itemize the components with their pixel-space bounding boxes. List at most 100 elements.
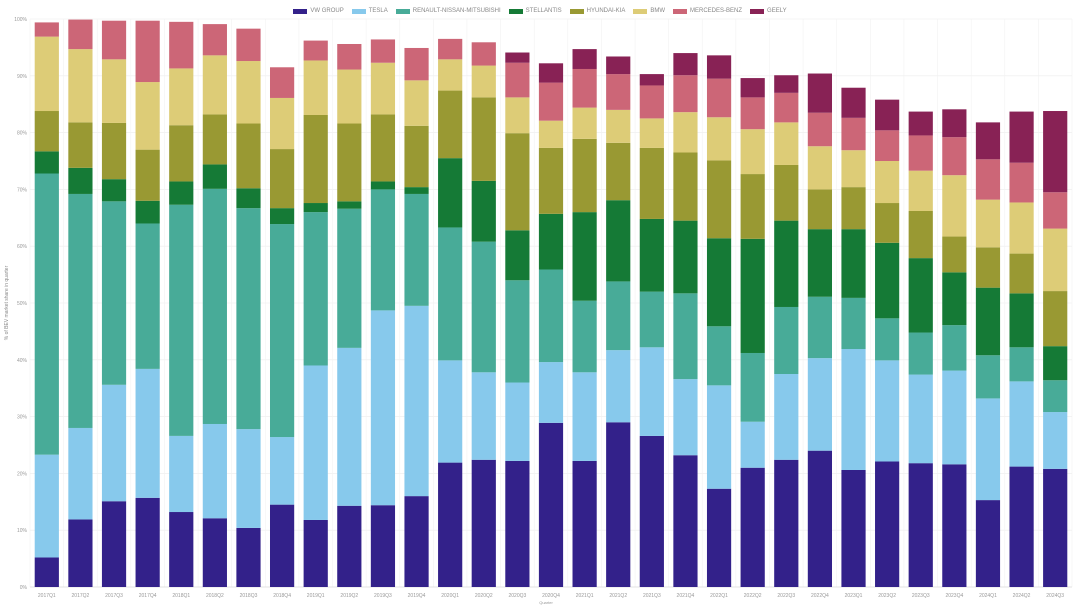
bar-segment[interactable] (841, 187, 866, 230)
bar-segment[interactable] (202, 114, 227, 165)
bar-segment[interactable] (673, 379, 698, 456)
bar-segment[interactable] (404, 80, 429, 126)
bar-segment[interactable] (572, 212, 597, 301)
bar-segment[interactable] (471, 97, 496, 181)
bar-segment[interactable] (202, 55, 227, 115)
bar-segment[interactable] (1009, 253, 1034, 294)
bar-segment[interactable] (572, 68, 597, 108)
bar-segment[interactable] (975, 122, 1001, 160)
bar-segment[interactable] (438, 158, 463, 228)
bar-segment[interactable] (740, 238, 765, 353)
bar-segment[interactable] (606, 56, 631, 75)
bar-segment[interactable] (1043, 468, 1068, 587)
bar-segment[interactable] (169, 512, 194, 587)
bar-segment[interactable] (101, 59, 127, 123)
bar-segment[interactable] (875, 318, 900, 361)
bar-segment[interactable] (135, 82, 160, 150)
bar-segment[interactable] (975, 398, 1001, 501)
bar-segment[interactable] (404, 47, 429, 81)
legend-item[interactable]: BMW (633, 8, 665, 14)
bar-segment[interactable] (706, 55, 732, 79)
bar-segment[interactable] (606, 350, 631, 423)
bar-segment[interactable] (471, 180, 496, 242)
bar-segment[interactable] (236, 429, 261, 528)
bar-segment[interactable] (942, 109, 967, 138)
bar-segment[interactable] (34, 173, 59, 455)
bar-segment[interactable] (68, 49, 93, 123)
bar-segment[interactable] (269, 67, 295, 98)
bar-segment[interactable] (438, 59, 463, 91)
bar-segment[interactable] (1043, 192, 1068, 229)
bar-segment[interactable] (807, 358, 833, 451)
bar-segment[interactable] (706, 488, 732, 587)
bar-segment[interactable] (774, 92, 799, 123)
bar-segment[interactable] (1009, 381, 1034, 467)
bar-segment[interactable] (34, 151, 59, 174)
bar-segment[interactable] (807, 146, 833, 190)
bar-segment[interactable] (505, 230, 530, 281)
bar-segment[interactable] (505, 280, 530, 383)
bar-segment[interactable] (740, 97, 765, 130)
bar-segment[interactable] (807, 189, 833, 230)
bar-segment[interactable] (875, 461, 900, 587)
bar-segment[interactable] (673, 293, 698, 380)
bar-segment[interactable] (942, 370, 967, 465)
bar-segment[interactable] (639, 85, 664, 119)
bar-segment[interactable] (942, 175, 967, 237)
bar-segment[interactable] (438, 90, 463, 159)
bar-segment[interactable] (471, 241, 496, 373)
bar-segment[interactable] (908, 463, 933, 587)
bar-segment[interactable] (538, 213, 564, 270)
bar-segment[interactable] (236, 123, 261, 189)
bar-segment[interactable] (101, 201, 127, 385)
bar-segment[interactable] (68, 167, 93, 194)
bar-segment[interactable] (807, 73, 833, 113)
legend-item[interactable]: RENAULT-NISSAN-MITSUBISHI (395, 8, 501, 14)
bar-segment[interactable] (975, 199, 1001, 248)
bar-segment[interactable] (673, 112, 698, 153)
bar-segment[interactable] (841, 349, 866, 470)
bar-segment[interactable] (404, 305, 429, 497)
bar-segment[interactable] (505, 382, 530, 461)
bar-segment[interactable] (975, 287, 1001, 356)
bar-segment[interactable] (101, 122, 127, 180)
bar-segment[interactable] (68, 427, 93, 520)
bar-segment[interactable] (807, 450, 833, 587)
bar-segment[interactable] (841, 469, 866, 587)
bar-segment[interactable] (303, 60, 328, 115)
bar-segment[interactable] (169, 181, 194, 205)
bar-segment[interactable] (303, 114, 328, 204)
bar-segment[interactable] (404, 187, 429, 194)
bar-segment[interactable] (807, 296, 833, 359)
bar-segment[interactable] (438, 360, 463, 463)
bar-segment[interactable] (841, 117, 866, 151)
bar-segment[interactable] (673, 455, 698, 587)
bar-segment[interactable] (135, 149, 160, 201)
bar-segment[interactable] (875, 99, 900, 131)
bar-segment[interactable] (269, 437, 295, 505)
bar-segment[interactable] (337, 123, 362, 202)
bar-segment[interactable] (740, 78, 765, 98)
bar-segment[interactable] (538, 120, 564, 148)
bar-segment[interactable] (34, 22, 59, 37)
bar-segment[interactable] (135, 223, 160, 369)
bar-segment[interactable] (34, 36, 59, 112)
bar-segment[interactable] (639, 147, 664, 219)
bar-segment[interactable] (404, 125, 429, 188)
bar-segment[interactable] (337, 505, 362, 587)
bar-segment[interactable] (135, 368, 160, 498)
bar-segment[interactable] (975, 500, 1001, 587)
bar-segment[interactable] (236, 188, 261, 209)
bar-segment[interactable] (740, 174, 765, 239)
bar-segment[interactable] (774, 220, 799, 307)
bar-segment[interactable] (706, 326, 732, 386)
bar-segment[interactable] (606, 142, 631, 201)
bar-segment[interactable] (572, 107, 597, 139)
bar-segment[interactable] (875, 161, 900, 204)
bar-segment[interactable] (135, 200, 160, 224)
bar-segment[interactable] (236, 527, 261, 587)
bar-segment[interactable] (908, 111, 933, 136)
bar-segment[interactable] (471, 372, 496, 460)
bar-segment[interactable] (505, 97, 530, 134)
bar-segment[interactable] (975, 159, 1001, 200)
